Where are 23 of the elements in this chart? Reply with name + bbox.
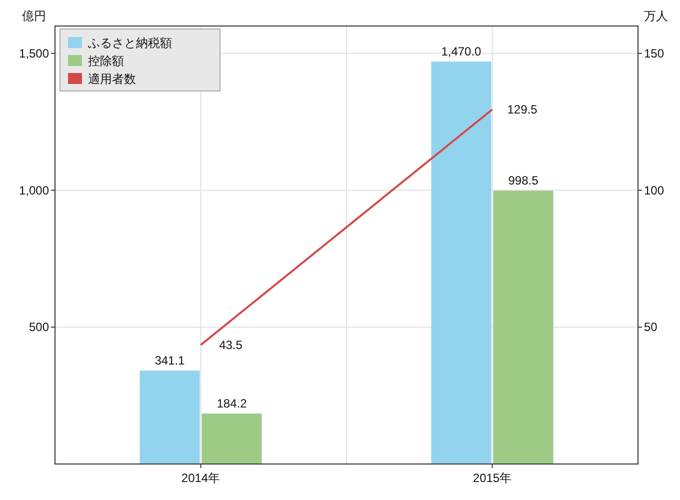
x-tick-label: 2014年 <box>181 471 220 485</box>
data-label: 43.5 <box>219 338 243 352</box>
y2-tick-label: 150 <box>644 46 664 60</box>
data-label: 129.5 <box>507 102 538 116</box>
data-label: 1,470.0 <box>441 44 482 59</box>
y-axis-title: 億円 <box>22 9 46 23</box>
data-label: 184.2 <box>216 396 248 411</box>
y2-axis-title: 万人 <box>644 9 668 23</box>
bar <box>431 62 492 464</box>
y-tick-label: 500 <box>28 320 50 334</box>
bar <box>140 370 200 464</box>
bar <box>493 190 554 464</box>
data-label: 341.1 <box>154 354 186 368</box>
legend-label: 適用者数 <box>88 72 136 86</box>
bar <box>202 414 262 464</box>
legend-label: 控除額 <box>88 54 124 68</box>
y-tick-label: 1,500 <box>18 46 50 60</box>
data-label: 998.5 <box>508 174 539 188</box>
y2-tick-label: 100 <box>644 183 664 198</box>
y2-tick-label: 50 <box>644 320 658 334</box>
legend-label: ふるさと納税額 <box>87 36 172 50</box>
x-tick-label: 2015年 <box>472 471 512 485</box>
y-tick-label: 1,000 <box>18 183 50 198</box>
